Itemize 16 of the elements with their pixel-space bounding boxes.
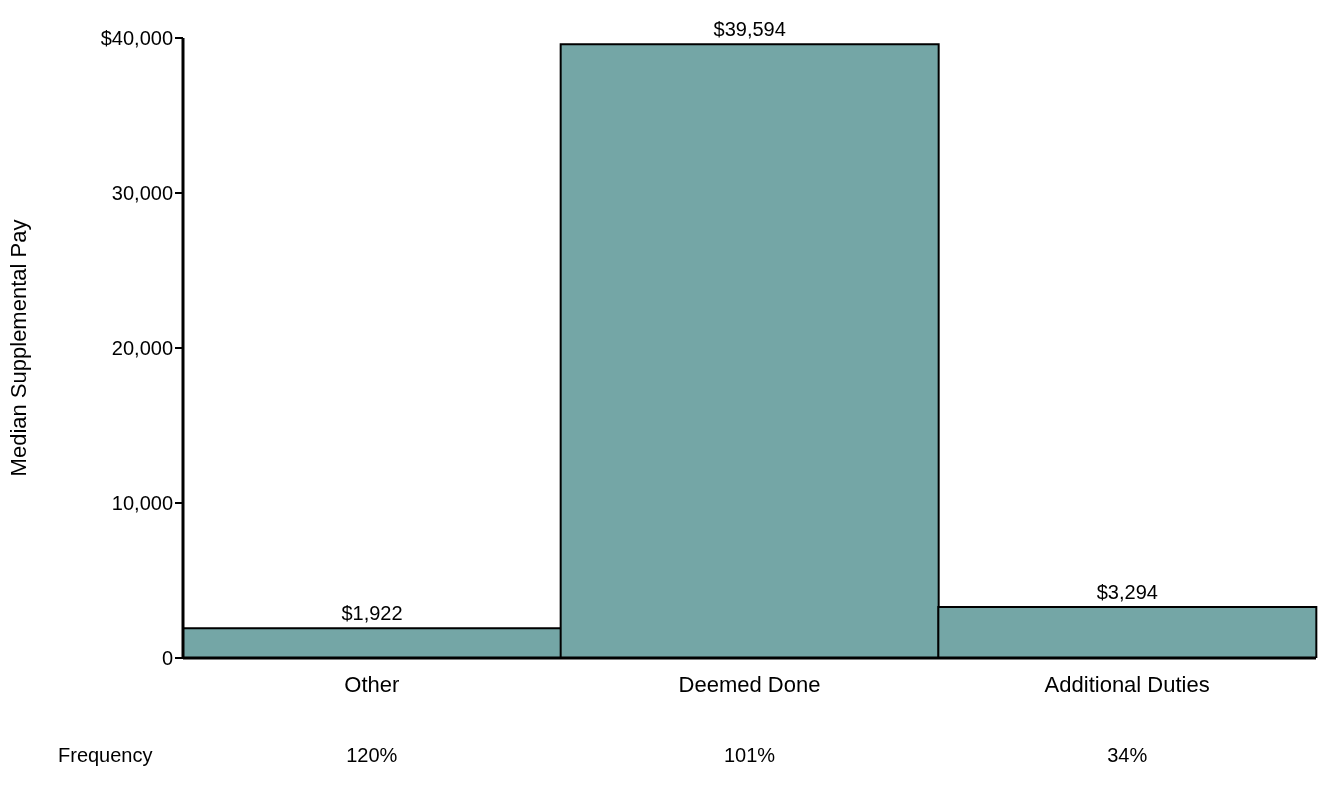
text: 34%	[1106, 744, 1149, 767]
y-tick-label: 30,000	[111, 182, 173, 205]
y-tick-label: 0	[161, 647, 173, 670]
y-axis-title: Median Supplemental Pay	[5, 219, 31, 477]
data-label: $3,294	[1096, 580, 1158, 603]
y-tick-label: 20,000	[111, 337, 173, 360]
data-label: $1,922	[341, 602, 403, 625]
text: Frequency	[58, 744, 153, 767]
x-tick-label: Deemed Done	[678, 671, 821, 697]
x-tick-label: Other	[344, 671, 400, 697]
data-label: $39,594	[713, 18, 786, 41]
y-tick-label: $40,000	[100, 27, 173, 50]
x-tick-label: Additional Duties	[1044, 671, 1210, 697]
text: 101%	[722, 744, 777, 767]
y-tick-label: 10,000	[111, 492, 173, 515]
text: 120%	[345, 744, 399, 767]
